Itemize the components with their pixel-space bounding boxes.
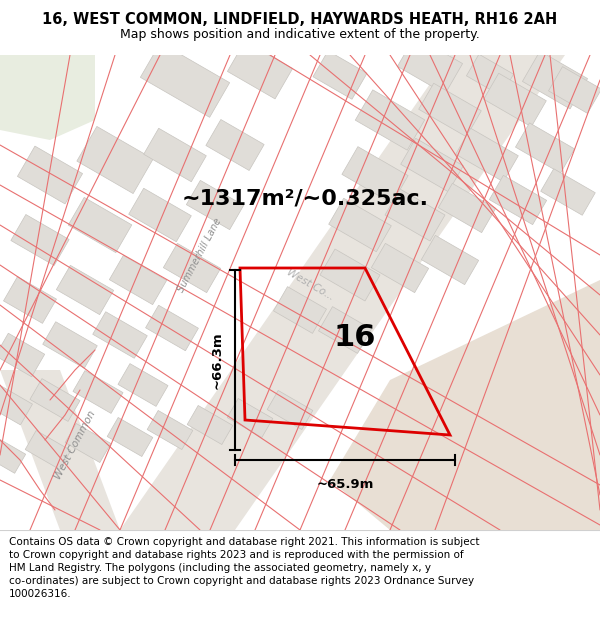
Polygon shape [93,312,147,358]
Polygon shape [73,371,123,413]
Polygon shape [0,370,120,530]
Polygon shape [17,146,83,204]
Polygon shape [274,287,326,333]
Polygon shape [313,51,367,99]
Polygon shape [77,126,153,194]
Polygon shape [143,128,206,182]
Polygon shape [541,169,595,215]
Polygon shape [0,437,26,473]
Text: Map shows position and indicative extent of the property.: Map shows position and indicative extent… [120,28,480,41]
Text: West Co...: West Co... [284,268,335,302]
Polygon shape [0,55,95,140]
Polygon shape [227,41,293,99]
Polygon shape [419,83,481,137]
Polygon shape [330,280,600,530]
Polygon shape [30,379,80,421]
Text: Contains OS data © Crown copyright and database right 2021. This information is : Contains OS data © Crown copyright and d… [9,537,479,599]
Polygon shape [25,431,71,469]
Text: ~66.3m: ~66.3m [211,331,223,389]
Text: ~65.9m: ~65.9m [316,478,374,491]
Polygon shape [43,322,97,368]
Polygon shape [107,418,153,456]
Polygon shape [548,67,600,113]
Polygon shape [401,138,463,192]
Polygon shape [355,90,425,150]
Polygon shape [455,128,518,182]
Polygon shape [11,214,69,266]
Polygon shape [523,51,587,109]
Text: 16: 16 [334,323,376,352]
Polygon shape [65,424,111,462]
Polygon shape [146,305,199,351]
Text: ~1317m²/~0.325ac.: ~1317m²/~0.325ac. [182,188,428,208]
Polygon shape [439,183,496,232]
Text: Summerhill Lane: Summerhill Lane [176,216,224,294]
Polygon shape [421,236,479,284]
Polygon shape [0,333,44,377]
Polygon shape [147,411,193,449]
Polygon shape [371,243,428,292]
Polygon shape [118,364,168,406]
Polygon shape [342,147,408,203]
Polygon shape [267,391,313,429]
Text: West Common: West Common [53,409,97,481]
Text: 16, WEST COMMON, LINDFIELD, HAYWARDS HEATH, RH16 2AH: 16, WEST COMMON, LINDFIELD, HAYWARDS HEA… [43,12,557,27]
Polygon shape [0,385,32,425]
Polygon shape [4,277,56,323]
Polygon shape [515,123,575,173]
Polygon shape [320,249,380,301]
Polygon shape [484,73,547,127]
Polygon shape [466,54,514,96]
Polygon shape [490,176,547,224]
Polygon shape [109,256,167,304]
Polygon shape [68,198,132,252]
Polygon shape [187,181,244,229]
Polygon shape [155,55,565,530]
Polygon shape [187,406,233,444]
Polygon shape [163,243,221,292]
Polygon shape [206,119,264,171]
Polygon shape [385,189,445,241]
Polygon shape [319,307,371,353]
Polygon shape [140,42,230,118]
Polygon shape [128,188,191,242]
Polygon shape [397,36,463,94]
Polygon shape [329,198,391,252]
Polygon shape [227,399,273,437]
Polygon shape [56,266,113,314]
Polygon shape [120,55,530,530]
